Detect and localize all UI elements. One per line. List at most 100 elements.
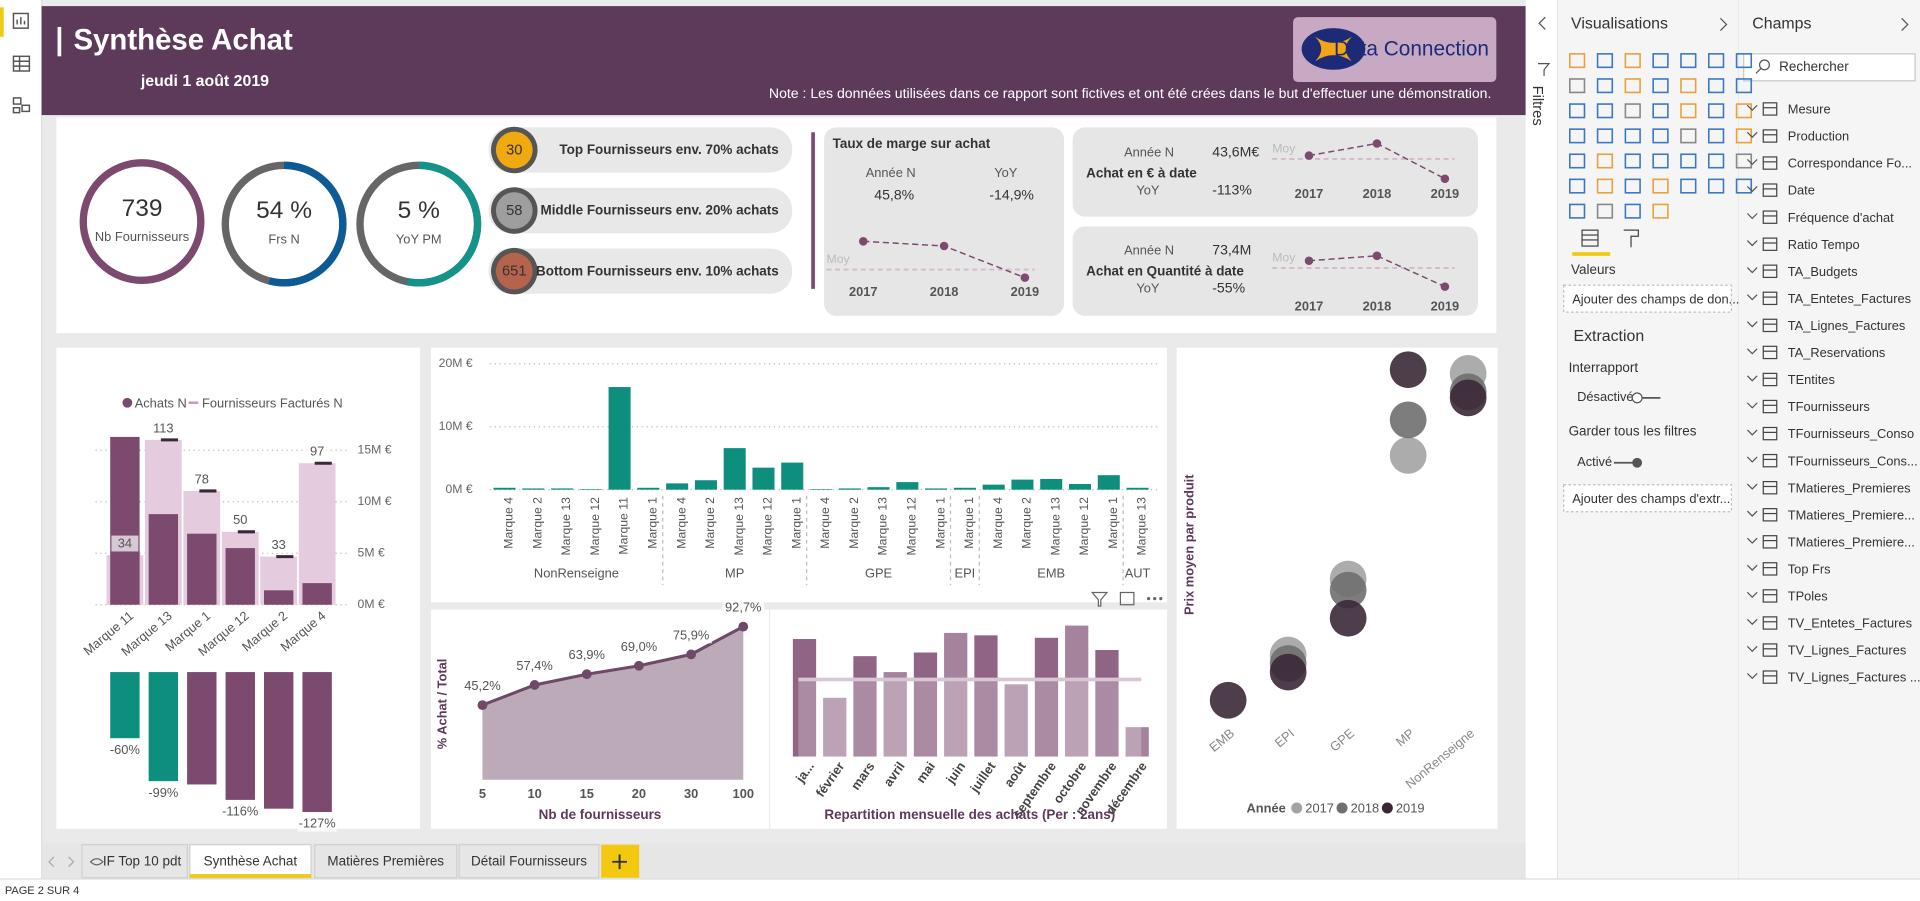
visual-type-icon[interactable] [1624, 178, 1641, 194]
visual-type-icon[interactable] [1735, 78, 1753, 94]
visual-type-icon[interactable] [1652, 178, 1669, 194]
visual-type-icon[interactable] [1652, 128, 1669, 144]
visual-type-icon[interactable] [1652, 103, 1669, 119]
search-box[interactable] [1743, 53, 1916, 82]
toggle-knob[interactable] [1631, 392, 1643, 404]
page-tab[interactable] [81, 844, 188, 879]
visual-type-icon[interactable] [1624, 103, 1641, 119]
filters-pane[interactable] [1525, 0, 1558, 879]
more-dot[interactable] [1159, 597, 1163, 601]
field-chevron[interactable] [1746, 104, 1758, 112]
report-view-icon[interactable] [12, 12, 29, 29]
visual-type-icon[interactable] [1707, 178, 1725, 194]
field-chevron[interactable] [1746, 483, 1758, 490]
visual-type-icon[interactable] [1652, 203, 1669, 219]
visual-type-icon[interactable] [1652, 153, 1669, 169]
visual-type-icon[interactable] [1596, 78, 1614, 94]
visual-type-icon[interactable] [1707, 78, 1725, 94]
visual-header-icons[interactable] [1090, 591, 1163, 607]
filters-label[interactable]: Filtres [1529, 86, 1545, 126]
visual-type-icon[interactable] [1596, 53, 1614, 69]
field-chevron[interactable] [1746, 186, 1758, 193]
collapse-chevron[interactable] [1538, 16, 1546, 30]
data-label-bg [111, 535, 139, 552]
visual-type-icon[interactable] [1680, 128, 1697, 144]
field-chevron[interactable] [1746, 564, 1758, 571]
search-placeholder[interactable]: Rechercher [1779, 59, 1849, 74]
field-chevron[interactable] [1746, 429, 1758, 436]
visual-type-icon[interactable] [1707, 153, 1725, 169]
field-chevron[interactable] [1746, 348, 1758, 355]
visual-type-icon[interactable] [1569, 78, 1586, 94]
visual-type-icon[interactable] [1596, 178, 1614, 194]
format-tabs[interactable] [1581, 229, 1639, 248]
visual-type-icon[interactable] [1680, 178, 1697, 194]
field-chevron[interactable] [1746, 672, 1758, 680]
visual-type-icon[interactable] [1596, 103, 1614, 119]
field-chevron[interactable] [1746, 267, 1758, 274]
page-tab[interactable] [189, 844, 312, 879]
drop-zone[interactable] [1563, 484, 1733, 513]
visual-type-icon[interactable] [1680, 78, 1697, 94]
toggle-knob[interactable] [1632, 457, 1643, 468]
focus-icon[interactable] [1119, 591, 1135, 606]
format-tab-icon[interactable] [1623, 229, 1639, 248]
field-chevron[interactable] [1746, 456, 1758, 463]
visual-type-icon[interactable] [1680, 103, 1697, 119]
scatter-point [1269, 653, 1307, 691]
field-chevron[interactable] [1746, 131, 1758, 139]
visual-type-icon[interactable] [1680, 53, 1697, 69]
visual-type-icon[interactable] [1707, 128, 1725, 144]
drop-zone[interactable] [1563, 284, 1733, 313]
data-view-icon[interactable] [12, 55, 31, 72]
page-tab[interactable] [458, 844, 600, 879]
field-chevron[interactable] [1746, 645, 1758, 653]
visual-type-icon[interactable] [1569, 178, 1586, 194]
visual-type-icon[interactable] [1569, 53, 1586, 69]
visual-type-icon[interactable] [1569, 203, 1586, 219]
visual-type-icon[interactable] [1735, 53, 1753, 69]
field-chevron[interactable] [1746, 402, 1758, 409]
field-chevron[interactable] [1746, 618, 1758, 626]
visual-type-icon[interactable] [1569, 128, 1586, 144]
visual-type-icon[interactable] [1624, 128, 1641, 144]
visual-type-icon[interactable] [1652, 53, 1669, 69]
field-chevron[interactable] [1746, 537, 1758, 544]
visual-type-icon[interactable] [1735, 178, 1753, 194]
filter-icon[interactable] [1090, 591, 1109, 607]
more-dot[interactable] [1146, 597, 1151, 601]
visual-type-icon[interactable] [1569, 103, 1586, 119]
visual-type-icon[interactable] [1624, 203, 1641, 219]
visual-type-icon[interactable] [1569, 153, 1586, 169]
field-chevron[interactable] [1746, 158, 1758, 166]
visual-type-icon[interactable] [1707, 103, 1725, 119]
bar [110, 672, 140, 739]
more-dot[interactable] [1153, 597, 1157, 601]
field-chevron[interactable] [1746, 294, 1758, 301]
fields-tab-icon[interactable] [1581, 229, 1599, 247]
tab-scroll[interactable] [48, 856, 75, 868]
field-chevron[interactable] [1746, 591, 1758, 599]
visual-type-icon[interactable] [1624, 53, 1641, 69]
visual-type-icon[interactable] [1596, 153, 1614, 169]
visual-type-icon[interactable] [1735, 103, 1753, 119]
pane-chevron[interactable] [1719, 17, 1728, 32]
visual-type-icon[interactable] [1596, 203, 1614, 219]
field-chevron[interactable] [1746, 510, 1758, 517]
visual-type-icon[interactable] [1624, 78, 1641, 94]
field-chevron[interactable] [1746, 321, 1758, 328]
visual-type-icon[interactable] [1652, 78, 1669, 94]
visual-type-icon[interactable] [1735, 153, 1753, 169]
visual-type-icon[interactable] [1624, 153, 1641, 169]
pane-chevron[interactable] [1901, 17, 1909, 32]
field-chevron[interactable] [1746, 240, 1758, 247]
icon-box [12, 97, 22, 105]
visual-type-icon[interactable] [1596, 128, 1614, 144]
bar [1004, 684, 1028, 757]
field-chevron[interactable] [1746, 213, 1758, 220]
field-chevron[interactable] [1746, 375, 1758, 382]
model-view-icon[interactable] [12, 97, 31, 114]
page-tab[interactable] [314, 844, 458, 879]
visual-type-icon[interactable] [1707, 53, 1725, 69]
visual-type-icon[interactable] [1680, 153, 1697, 169]
